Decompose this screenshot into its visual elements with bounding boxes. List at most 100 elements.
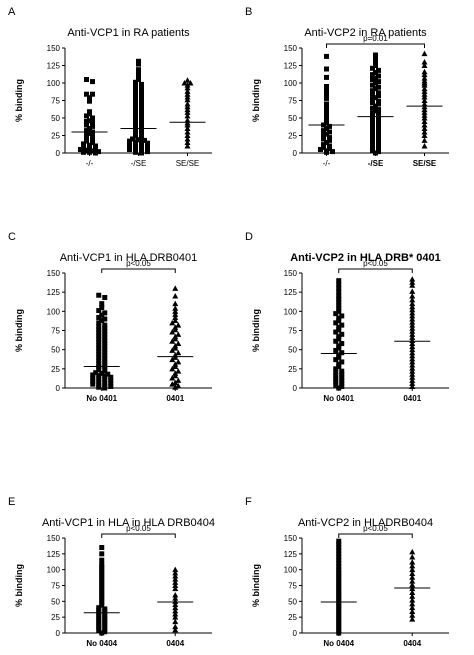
data-point — [90, 372, 96, 378]
data-point — [336, 299, 342, 305]
data-point — [373, 103, 378, 109]
data-point — [102, 359, 108, 365]
y-axis-label: % binding — [14, 564, 24, 607]
data-point — [139, 87, 144, 93]
data-point — [333, 347, 339, 353]
data-point — [96, 367, 102, 373]
data-point — [175, 358, 182, 365]
data-point — [172, 314, 179, 320]
data-point — [336, 572, 342, 578]
data-point — [139, 84, 144, 90]
data-point — [102, 356, 108, 362]
data-point — [172, 293, 179, 299]
y-tick-label: 50 — [51, 597, 60, 606]
data-point — [421, 59, 428, 65]
data-point — [339, 383, 345, 389]
significance-bracket — [101, 533, 176, 538]
data-point — [421, 71, 428, 78]
data-point — [172, 361, 179, 367]
data-point — [409, 309, 416, 316]
data-point — [409, 374, 416, 380]
data-point — [421, 88, 428, 94]
data-point — [139, 140, 144, 145]
data-point — [102, 295, 108, 301]
data-point — [184, 139, 191, 145]
x-tick-label: 0401 — [166, 394, 184, 403]
panel-e: E Anti-VCP1 in HLA in HLA DRB0404 0 25 50 75 1… — [8, 496, 215, 648]
data-point — [102, 624, 108, 630]
data-point — [376, 115, 381, 121]
data-point — [327, 143, 332, 149]
data-point — [133, 105, 138, 111]
data-point — [373, 86, 378, 92]
data-point — [87, 95, 92, 101]
data-point — [96, 308, 102, 314]
data-point — [421, 115, 428, 121]
data-point — [172, 566, 179, 573]
data-point — [139, 112, 144, 118]
data-point — [81, 141, 86, 147]
data-point — [336, 625, 342, 631]
data-point — [90, 375, 96, 381]
data-point — [102, 347, 108, 353]
data-point — [339, 380, 345, 386]
data-point — [172, 342, 179, 349]
data-point — [336, 612, 342, 618]
data-point — [409, 349, 416, 356]
data-point — [421, 94, 428, 100]
data-point — [90, 140, 95, 145]
panel-a: A Anti-VCP1 in RA patients 0 25 50 75 100 125 15… — [8, 6, 212, 168]
data-point — [409, 608, 416, 614]
data-point — [96, 345, 102, 351]
chart-title: Anti-VCP1 in HLA in HLA DRB0404 — [42, 517, 215, 529]
data-point — [172, 573, 179, 579]
panel-letter: D — [245, 231, 253, 243]
data-point — [339, 374, 345, 380]
data-point — [409, 322, 416, 328]
panel-f: F Anti-VCP2 in HLADRB0404 0 25 50 75 100 125 150… — [245, 496, 449, 648]
data-point — [133, 130, 138, 136]
data-point — [102, 368, 108, 374]
data-point — [376, 90, 381, 96]
data-point — [87, 98, 92, 104]
data-point — [336, 538, 342, 544]
data-point — [133, 133, 138, 139]
data-point — [409, 616, 416, 622]
data-point — [184, 106, 191, 113]
data-point — [127, 144, 132, 150]
data-point — [421, 68, 428, 75]
data-point — [339, 331, 345, 337]
data-point — [181, 80, 188, 86]
chart-title: Anti-VCP2 in RA patients — [304, 27, 427, 39]
data-point — [102, 614, 108, 620]
data-point — [184, 94, 191, 100]
data-point — [421, 77, 428, 84]
y-tick-label: 100 — [284, 566, 298, 575]
data-point — [87, 145, 92, 151]
data-point — [96, 330, 102, 336]
data-point — [376, 126, 381, 132]
y-tick-label: 0 — [293, 629, 298, 638]
data-point — [370, 136, 375, 142]
data-point — [139, 115, 144, 121]
data-point — [133, 119, 138, 125]
data-point — [90, 381, 96, 387]
data-point — [327, 129, 332, 135]
data-point — [172, 569, 179, 576]
data-point — [133, 108, 138, 114]
data-point — [93, 146, 98, 152]
data-point — [370, 122, 375, 128]
data-point — [336, 567, 342, 573]
data-point — [139, 93, 144, 99]
data-point — [409, 604, 416, 611]
data-point — [409, 548, 416, 555]
data-point — [102, 608, 108, 614]
data-point — [102, 374, 108, 379]
data-point — [169, 319, 176, 326]
data-point — [99, 630, 105, 636]
data-point — [409, 303, 416, 310]
y-tick-label: 75 — [288, 582, 297, 591]
data-point — [102, 365, 108, 371]
data-point — [409, 352, 416, 359]
x-tick-label: -/- — [323, 159, 331, 168]
